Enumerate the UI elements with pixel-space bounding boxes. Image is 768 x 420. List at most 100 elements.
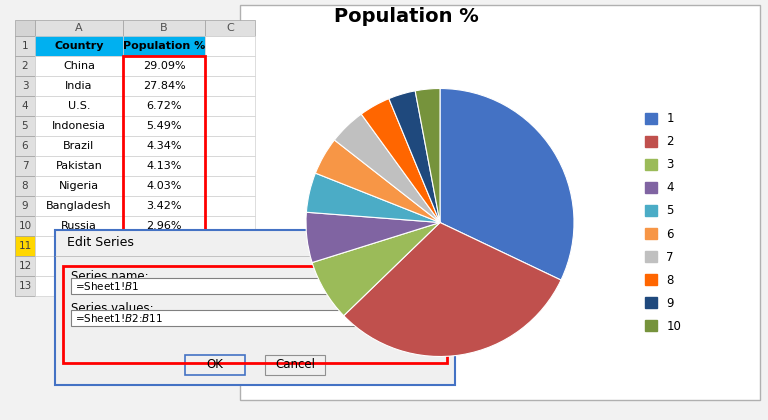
Bar bbox=[35, 196, 123, 216]
Text: 4.13%: 4.13% bbox=[147, 161, 182, 171]
Text: 4.34%: 4.34% bbox=[146, 141, 182, 151]
Bar bbox=[15, 176, 35, 196]
Bar bbox=[123, 76, 205, 96]
Bar bbox=[375, 278, 393, 294]
Text: Edit Series: Edit Series bbox=[67, 236, 134, 249]
Text: 7: 7 bbox=[22, 161, 28, 171]
Bar bbox=[429, 236, 447, 252]
Bar bbox=[123, 216, 205, 236]
Bar bbox=[15, 116, 35, 136]
Wedge shape bbox=[389, 91, 440, 223]
Wedge shape bbox=[334, 114, 440, 223]
Bar bbox=[35, 36, 123, 56]
Wedge shape bbox=[344, 223, 561, 357]
Text: Indonesia: Indonesia bbox=[52, 121, 106, 131]
Bar bbox=[15, 236, 35, 256]
Wedge shape bbox=[361, 99, 440, 223]
Bar bbox=[15, 36, 35, 56]
Bar bbox=[15, 216, 35, 236]
Bar bbox=[35, 96, 123, 116]
Text: Cancel: Cancel bbox=[275, 359, 315, 372]
Bar bbox=[35, 156, 123, 176]
Text: 11: 11 bbox=[18, 241, 31, 251]
Text: Nigeria: Nigeria bbox=[59, 181, 99, 191]
Text: A: A bbox=[75, 23, 83, 33]
Bar bbox=[240, 5, 760, 400]
Bar bbox=[205, 96, 255, 116]
Bar bbox=[123, 276, 205, 296]
Bar bbox=[35, 116, 123, 136]
Bar bbox=[15, 136, 35, 156]
Title: Population %: Population % bbox=[334, 7, 479, 26]
Bar bbox=[375, 310, 393, 326]
Text: =Sheet1!$B$1: =Sheet1!$B$1 bbox=[75, 280, 139, 292]
Bar bbox=[205, 236, 255, 256]
Text: 4: 4 bbox=[22, 101, 28, 111]
Bar bbox=[15, 20, 35, 36]
Text: Series values:: Series values: bbox=[71, 302, 154, 315]
Bar bbox=[205, 56, 255, 76]
Bar bbox=[123, 56, 205, 76]
Bar bbox=[71, 278, 371, 294]
Text: Country: Country bbox=[55, 41, 104, 51]
Bar bbox=[123, 236, 205, 256]
Text: 13: 13 bbox=[18, 281, 31, 291]
Bar bbox=[35, 276, 123, 296]
Text: Series name:: Series name: bbox=[71, 270, 149, 283]
Bar bbox=[15, 96, 35, 116]
Bar bbox=[35, 56, 123, 76]
Bar bbox=[55, 230, 455, 385]
Text: 5: 5 bbox=[22, 121, 28, 131]
Wedge shape bbox=[306, 173, 440, 223]
Text: 2.96%: 2.96% bbox=[146, 221, 182, 231]
Bar bbox=[15, 56, 35, 76]
Bar bbox=[63, 266, 447, 363]
Text: 27.84%: 27.84% bbox=[143, 81, 185, 91]
Bar bbox=[35, 176, 123, 196]
Text: China: China bbox=[63, 61, 95, 71]
Bar bbox=[35, 216, 123, 236]
Text: 4.03%: 4.03% bbox=[147, 181, 182, 191]
Bar bbox=[35, 20, 123, 36]
Bar bbox=[123, 176, 205, 196]
Text: 8: 8 bbox=[22, 181, 28, 191]
Text: 2.69%: 2.69% bbox=[146, 241, 182, 251]
Text: 3: 3 bbox=[22, 81, 28, 91]
Bar bbox=[205, 136, 255, 156]
Text: 12: 12 bbox=[18, 261, 31, 271]
Text: 1: 1 bbox=[22, 41, 28, 51]
Text: 2: 2 bbox=[22, 61, 28, 71]
Text: 5.49%: 5.49% bbox=[146, 121, 182, 131]
Bar bbox=[123, 96, 205, 116]
Bar bbox=[35, 256, 123, 276]
Bar bbox=[15, 276, 35, 296]
Bar bbox=[205, 116, 255, 136]
Text: Mexico: Mexico bbox=[60, 241, 98, 251]
Bar bbox=[123, 256, 205, 276]
Text: ×: × bbox=[432, 237, 444, 251]
Bar bbox=[71, 310, 371, 326]
Wedge shape bbox=[306, 212, 440, 262]
Bar bbox=[35, 136, 123, 156]
Bar bbox=[205, 76, 255, 96]
Text: U.S.: U.S. bbox=[68, 101, 91, 111]
Bar bbox=[205, 276, 255, 296]
Bar bbox=[205, 20, 255, 36]
Bar bbox=[15, 196, 35, 216]
Text: B: B bbox=[161, 23, 168, 33]
Text: Bangladesh: Bangladesh bbox=[46, 201, 112, 211]
Wedge shape bbox=[415, 89, 440, 223]
Text: 10: 10 bbox=[18, 221, 31, 231]
Text: India: India bbox=[65, 81, 93, 91]
Bar bbox=[185, 355, 245, 375]
Wedge shape bbox=[440, 89, 574, 280]
Bar bbox=[35, 236, 123, 256]
Text: = Population %: = Population % bbox=[400, 281, 485, 291]
Bar bbox=[123, 136, 205, 156]
Legend: 1, 2, 3, 4, 5, 6, 7, 8, 9, 10: 1, 2, 3, 4, 5, 6, 7, 8, 9, 10 bbox=[641, 108, 686, 337]
Bar bbox=[205, 156, 255, 176]
Bar bbox=[123, 56, 205, 256]
Text: 3.42%: 3.42% bbox=[146, 201, 182, 211]
Bar bbox=[15, 156, 35, 176]
Text: ?: ? bbox=[414, 236, 420, 249]
